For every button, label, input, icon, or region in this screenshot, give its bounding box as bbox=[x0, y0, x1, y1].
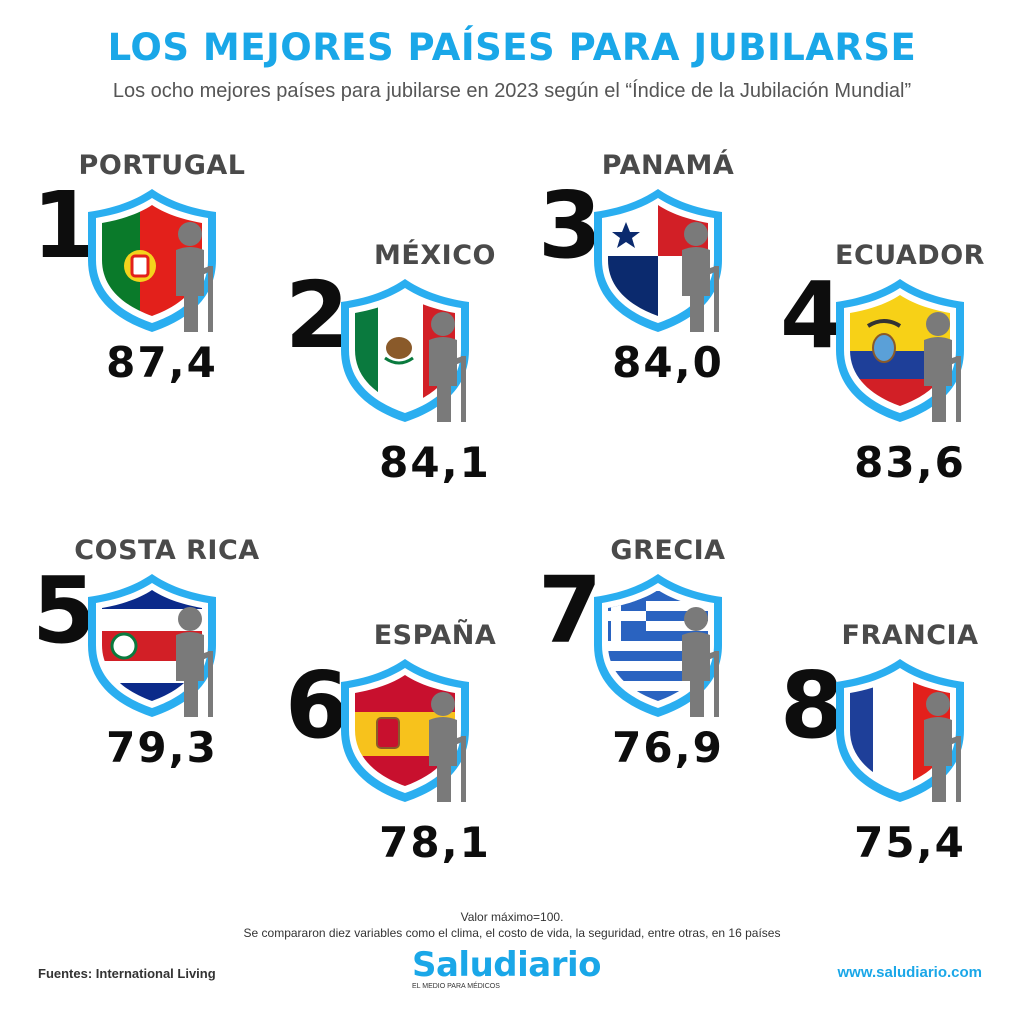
rank-number: 1 bbox=[32, 172, 97, 279]
country-name: PANAMÁ bbox=[601, 150, 735, 181]
score-value: 79,3 bbox=[106, 723, 218, 772]
score-value: 87,4 bbox=[106, 338, 218, 387]
score-value: 78,1 bbox=[379, 818, 491, 867]
country-card-mexico: MÉXICO 2 84,1 bbox=[285, 240, 555, 540]
country-name: COSTA RICA bbox=[74, 535, 260, 566]
country-name: ESPAÑA bbox=[373, 620, 497, 651]
costa-rica-flag-icon bbox=[88, 574, 216, 717]
rank-number: 6 bbox=[285, 652, 350, 759]
website-link[interactable]: www.saludiario.com bbox=[837, 964, 982, 981]
country-card-panama: PANAMÁ 3 84,0 bbox=[538, 150, 808, 450]
country-name: MÉXICO bbox=[374, 240, 496, 271]
spain-flag-icon bbox=[341, 659, 469, 802]
country-card-ecuador: ECUADOR 4 83,6 bbox=[780, 240, 1024, 540]
page-title: LOS MEJORES PAÍSES PARA JUBILARSE bbox=[107, 26, 917, 69]
france-flag-icon bbox=[836, 659, 964, 802]
country-card-greece: GRECIA 7 76,9 bbox=[538, 535, 808, 835]
logo-tagline: EL MEDIO PARA MÉDICOS bbox=[412, 983, 500, 990]
sources-text: Fuentes: International Living bbox=[38, 966, 216, 981]
country-card-portugal: PORTUGAL 1 87,4 bbox=[32, 150, 302, 450]
logo-wordmark: Saludiario bbox=[412, 945, 602, 985]
country-name: GRECIA bbox=[610, 535, 726, 566]
mexico-flag-icon bbox=[341, 279, 469, 422]
panama-flag-icon bbox=[594, 189, 722, 332]
country-name: FRANCIA bbox=[841, 620, 979, 651]
country-card-spain: ESPAÑA 6 78,1 bbox=[285, 620, 555, 920]
country-card-costa-rica: COSTA RICA 5 79,3 bbox=[32, 535, 302, 835]
saludiario-logo: Saludiario EL MEDIO PARA MÉDICOS bbox=[412, 948, 622, 990]
ecuador-flag-icon bbox=[836, 279, 964, 422]
note-max-value: Valor máximo=100. bbox=[460, 910, 564, 924]
rank-number: 3 bbox=[538, 172, 603, 279]
rank-number: 2 bbox=[285, 262, 350, 369]
greece-flag-icon bbox=[594, 574, 722, 717]
country-name: ECUADOR bbox=[835, 240, 985, 271]
score-value: 83,6 bbox=[854, 438, 966, 487]
score-value: 84,1 bbox=[379, 438, 491, 487]
rank-number: 8 bbox=[780, 652, 845, 759]
score-value: 76,9 bbox=[612, 723, 724, 772]
country-name: PORTUGAL bbox=[78, 150, 246, 181]
page-subtitle: Los ocho mejores países para jubilarse e… bbox=[112, 80, 912, 102]
score-value: 84,0 bbox=[612, 338, 724, 387]
score-value: 75,4 bbox=[854, 818, 966, 867]
country-card-france: FRANCIA 8 75,4 bbox=[780, 620, 1024, 920]
rank-number: 4 bbox=[780, 262, 845, 369]
rank-number: 7 bbox=[538, 557, 603, 664]
portugal-flag-icon bbox=[88, 189, 216, 332]
note-methodology: Se compararon diez variables como el cli… bbox=[243, 926, 781, 940]
rank-number: 5 bbox=[32, 557, 97, 664]
